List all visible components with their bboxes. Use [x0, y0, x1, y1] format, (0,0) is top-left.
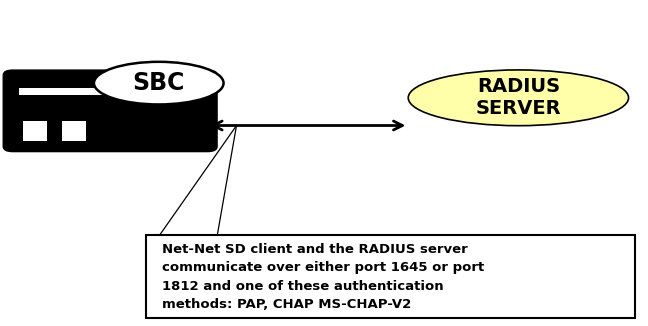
FancyBboxPatch shape: [3, 70, 217, 152]
Text: Net-Net SD client and the RADIUS server
communicate over either port 1645 or por: Net-Net SD client and the RADIUS server …: [162, 243, 484, 311]
Bar: [19, 88, 175, 95]
Ellipse shape: [94, 62, 224, 104]
Bar: [23, 121, 47, 141]
Bar: [146, 235, 635, 318]
Ellipse shape: [408, 70, 629, 126]
Text: SBC: SBC: [133, 71, 185, 95]
Text: RADIUS
SERVER: RADIUS SERVER: [476, 77, 561, 118]
Bar: [62, 121, 86, 141]
